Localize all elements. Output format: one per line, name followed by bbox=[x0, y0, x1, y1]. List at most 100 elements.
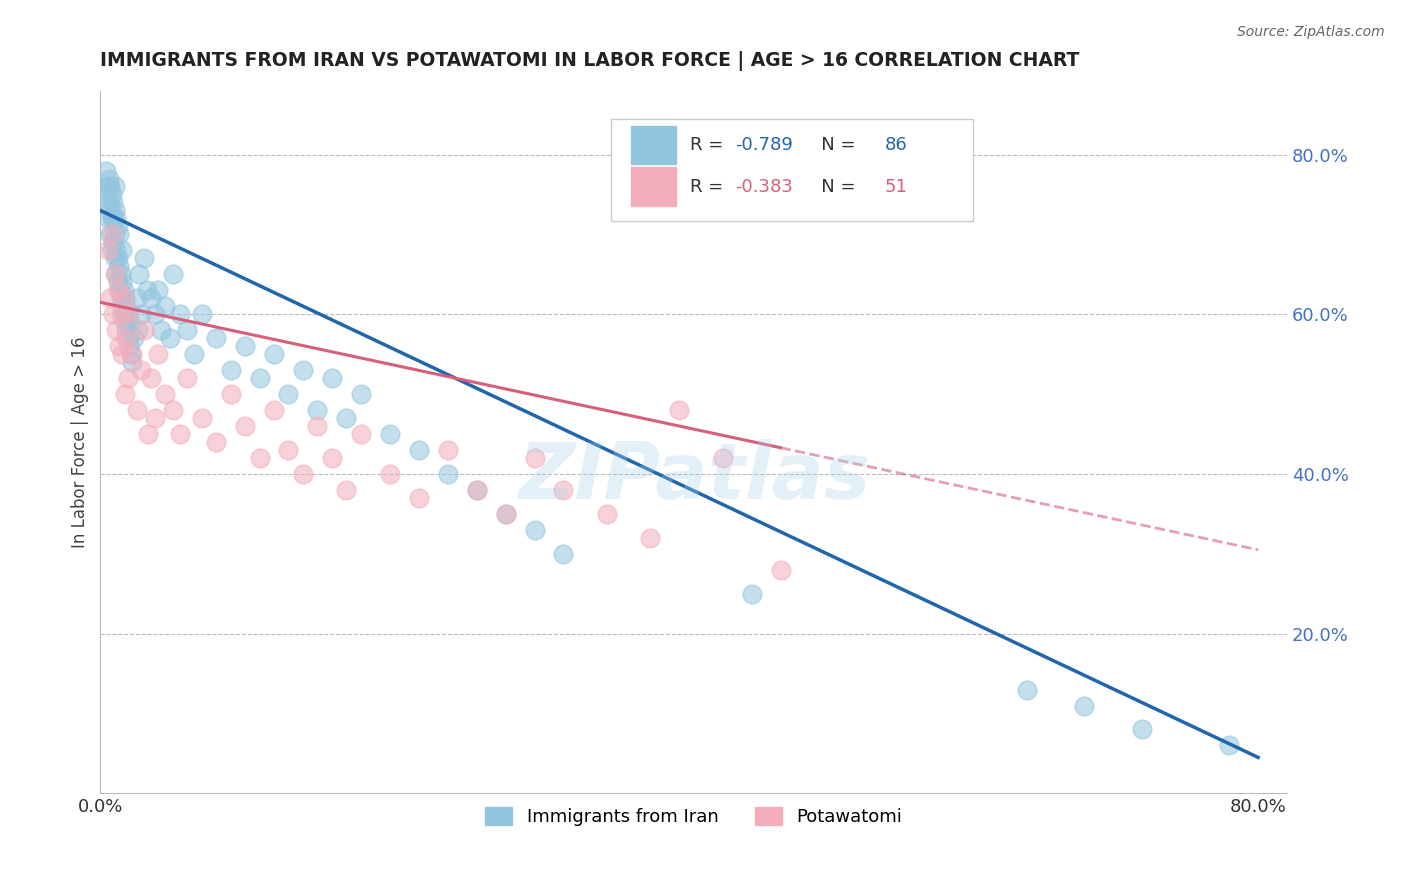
Point bbox=[350, 387, 373, 401]
Text: Source: ZipAtlas.com: Source: ZipAtlas.com bbox=[1237, 25, 1385, 39]
Point bbox=[219, 387, 242, 401]
Point bbox=[169, 307, 191, 321]
Point bbox=[114, 291, 136, 305]
Point bbox=[104, 227, 127, 242]
Point bbox=[114, 315, 136, 329]
Bar bbox=[631, 168, 676, 206]
Point bbox=[115, 323, 138, 337]
Point bbox=[110, 268, 132, 282]
Point bbox=[129, 307, 152, 321]
Point bbox=[110, 307, 132, 321]
Point bbox=[132, 323, 155, 337]
Point bbox=[159, 331, 181, 345]
Point bbox=[104, 203, 127, 218]
Point bbox=[291, 467, 314, 481]
Point bbox=[122, 331, 145, 345]
Point bbox=[1073, 698, 1095, 713]
Point bbox=[233, 339, 256, 353]
Point bbox=[115, 299, 138, 313]
Point bbox=[307, 419, 329, 434]
Point bbox=[148, 347, 170, 361]
Point bbox=[129, 363, 152, 377]
Point bbox=[1218, 739, 1240, 753]
Point bbox=[117, 371, 139, 385]
Point bbox=[321, 450, 343, 465]
Point bbox=[105, 244, 128, 258]
Point bbox=[263, 347, 285, 361]
Point bbox=[100, 291, 122, 305]
Point bbox=[108, 260, 131, 274]
Point bbox=[291, 363, 314, 377]
Point bbox=[118, 307, 141, 321]
Point bbox=[143, 307, 166, 321]
Point bbox=[523, 450, 546, 465]
Point bbox=[205, 331, 228, 345]
Point bbox=[769, 563, 792, 577]
Text: N =: N = bbox=[804, 178, 862, 196]
Point bbox=[711, 450, 734, 465]
Point bbox=[190, 307, 212, 321]
Point bbox=[249, 450, 271, 465]
Point bbox=[495, 507, 517, 521]
Point bbox=[103, 195, 125, 210]
Point bbox=[117, 307, 139, 321]
Point bbox=[127, 323, 149, 337]
Text: ZIPatlas: ZIPatlas bbox=[517, 439, 870, 516]
Point bbox=[321, 371, 343, 385]
Point bbox=[111, 347, 134, 361]
Point bbox=[176, 371, 198, 385]
Point bbox=[233, 419, 256, 434]
Point bbox=[136, 427, 159, 442]
Text: R =: R = bbox=[690, 136, 730, 154]
Point bbox=[378, 467, 401, 481]
Point bbox=[104, 179, 127, 194]
Point bbox=[596, 507, 619, 521]
Point bbox=[98, 171, 121, 186]
Point bbox=[112, 307, 135, 321]
Point bbox=[118, 315, 141, 329]
Point bbox=[100, 179, 122, 194]
Point bbox=[103, 211, 125, 226]
Text: R =: R = bbox=[690, 178, 730, 196]
Point bbox=[176, 323, 198, 337]
Point bbox=[110, 291, 132, 305]
Point bbox=[101, 211, 124, 226]
Point bbox=[108, 283, 131, 297]
Point bbox=[108, 227, 131, 242]
Point bbox=[112, 283, 135, 297]
Point bbox=[108, 339, 131, 353]
Point bbox=[150, 323, 173, 337]
Point bbox=[436, 442, 458, 457]
Point bbox=[117, 331, 139, 345]
Point bbox=[436, 467, 458, 481]
Point bbox=[118, 339, 141, 353]
Point bbox=[183, 347, 205, 361]
Point bbox=[1015, 682, 1038, 697]
Point bbox=[121, 355, 143, 369]
Point bbox=[132, 252, 155, 266]
Text: 86: 86 bbox=[884, 136, 907, 154]
Point bbox=[98, 195, 121, 210]
Point bbox=[640, 531, 662, 545]
Point bbox=[125, 291, 148, 305]
Bar bbox=[631, 126, 676, 164]
Point bbox=[335, 483, 357, 497]
Point bbox=[553, 547, 575, 561]
Legend: Immigrants from Iran, Potawatomi: Immigrants from Iran, Potawatomi bbox=[478, 800, 910, 833]
Point bbox=[101, 227, 124, 242]
Point bbox=[112, 291, 135, 305]
Point bbox=[104, 268, 127, 282]
Point bbox=[155, 299, 177, 313]
Point bbox=[139, 291, 162, 305]
Point bbox=[104, 252, 127, 266]
Point bbox=[94, 163, 117, 178]
FancyBboxPatch shape bbox=[610, 119, 973, 220]
Point bbox=[93, 187, 115, 202]
Point bbox=[114, 387, 136, 401]
Point bbox=[155, 387, 177, 401]
Point bbox=[111, 244, 134, 258]
Point bbox=[378, 427, 401, 442]
Point bbox=[120, 347, 142, 361]
Point bbox=[105, 211, 128, 226]
Point bbox=[307, 403, 329, 417]
